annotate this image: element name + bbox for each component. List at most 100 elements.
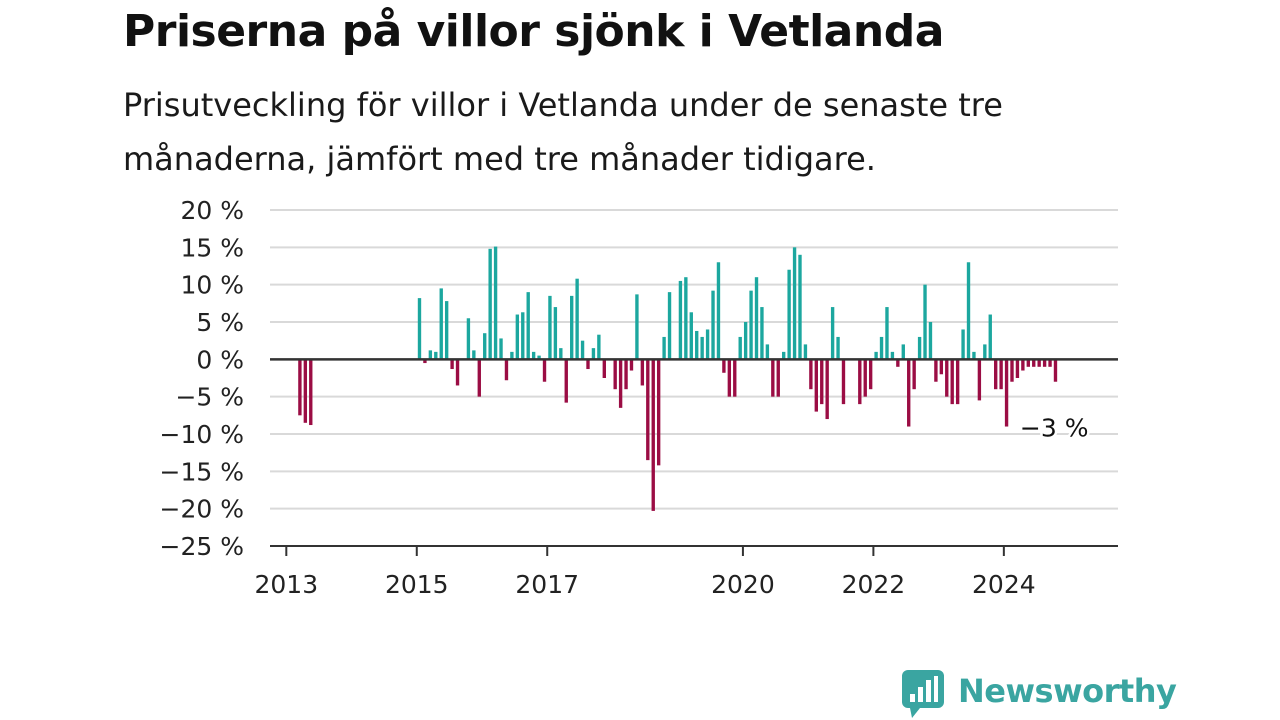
bar xyxy=(656,359,661,466)
bar xyxy=(890,351,895,360)
y-tick-label: 0 % xyxy=(196,345,244,374)
bar xyxy=(1021,359,1025,371)
bars xyxy=(298,246,1058,511)
bar xyxy=(439,288,443,360)
y-tick-label: −20 % xyxy=(160,495,244,524)
bar xyxy=(754,277,759,360)
x-tick-label: 2022 xyxy=(842,570,906,599)
bar xyxy=(597,334,601,360)
bar xyxy=(907,359,911,427)
bar xyxy=(689,312,693,360)
bar xyxy=(684,277,688,360)
y-tick-label: 10 % xyxy=(180,271,244,300)
bar xyxy=(727,359,732,397)
bar xyxy=(749,290,753,360)
bar xyxy=(450,359,454,370)
bar xyxy=(977,359,982,401)
bar xyxy=(613,359,617,390)
bar xyxy=(510,351,514,360)
bar xyxy=(792,247,797,360)
chart-subtitle: Prisutveckling för villor i Vetlanda und… xyxy=(123,86,1003,178)
bar xyxy=(455,359,460,386)
bar xyxy=(705,329,710,360)
bar xyxy=(521,312,525,360)
bar xyxy=(858,359,862,405)
bar xyxy=(738,336,742,360)
bar xyxy=(586,359,590,370)
newsworthy-logo: Newsworthy xyxy=(902,670,1177,720)
bar xyxy=(444,301,449,360)
bar xyxy=(1032,359,1036,367)
bar xyxy=(515,314,520,360)
axes xyxy=(270,358,1118,556)
bar xyxy=(868,359,873,390)
x-tick-label: 2015 xyxy=(385,570,449,599)
chart-title: Priserna på villor sjönk i Vetlanda xyxy=(123,6,944,57)
bar xyxy=(417,298,422,360)
bar xyxy=(559,348,563,360)
bar xyxy=(733,359,737,397)
bar xyxy=(488,248,492,360)
bar xyxy=(901,344,905,360)
bar xyxy=(428,350,433,360)
bar xyxy=(678,280,683,360)
bar xyxy=(624,359,628,390)
bar xyxy=(651,359,655,511)
bar xyxy=(782,351,786,360)
gridlines xyxy=(270,209,1118,510)
brand-name: Newsworthy xyxy=(958,672,1177,710)
bar xyxy=(917,336,922,360)
bar xyxy=(526,292,530,360)
bar xyxy=(309,359,313,426)
bar xyxy=(542,359,547,382)
bar xyxy=(983,344,987,360)
newsworthy-logo-icon xyxy=(902,670,944,718)
bar xyxy=(923,284,927,360)
bar xyxy=(483,333,487,360)
bar xyxy=(466,318,471,360)
bar xyxy=(553,307,558,360)
bar xyxy=(700,336,704,360)
bar xyxy=(765,344,770,360)
bar xyxy=(999,359,1003,390)
x-tick-label: 2020 xyxy=(711,570,775,599)
bar xyxy=(1026,359,1030,367)
bar xyxy=(629,359,634,371)
bar xyxy=(955,359,960,405)
bar xyxy=(950,359,954,405)
bar xyxy=(912,359,916,390)
bar xyxy=(885,307,889,360)
bar xyxy=(994,359,998,390)
bar xyxy=(841,359,846,405)
bar xyxy=(1015,359,1020,378)
bar xyxy=(966,262,971,360)
bar xyxy=(928,322,933,360)
y-tick-label: 5 % xyxy=(196,308,244,337)
bar xyxy=(591,348,596,360)
bar xyxy=(939,359,944,375)
bar xyxy=(1048,359,1052,367)
bar xyxy=(803,344,808,360)
bar xyxy=(814,359,818,412)
bar xyxy=(434,351,438,360)
bar xyxy=(722,359,726,373)
y-tick-label: −15 % xyxy=(160,457,244,486)
bar xyxy=(836,336,840,360)
bar xyxy=(934,359,938,382)
bar xyxy=(879,336,884,360)
bar xyxy=(760,307,764,360)
bar xyxy=(531,351,536,360)
bar xyxy=(537,355,541,360)
bar xyxy=(771,359,775,397)
bar xyxy=(548,295,552,360)
y-tick-label: −25 % xyxy=(160,532,244,561)
bar xyxy=(863,359,867,397)
bar xyxy=(662,336,666,360)
bar xyxy=(961,329,965,360)
bar xyxy=(504,359,509,381)
bar xyxy=(711,290,715,360)
bar xyxy=(298,359,302,416)
bar xyxy=(743,322,748,360)
y-tick-label: 15 % xyxy=(180,233,244,262)
